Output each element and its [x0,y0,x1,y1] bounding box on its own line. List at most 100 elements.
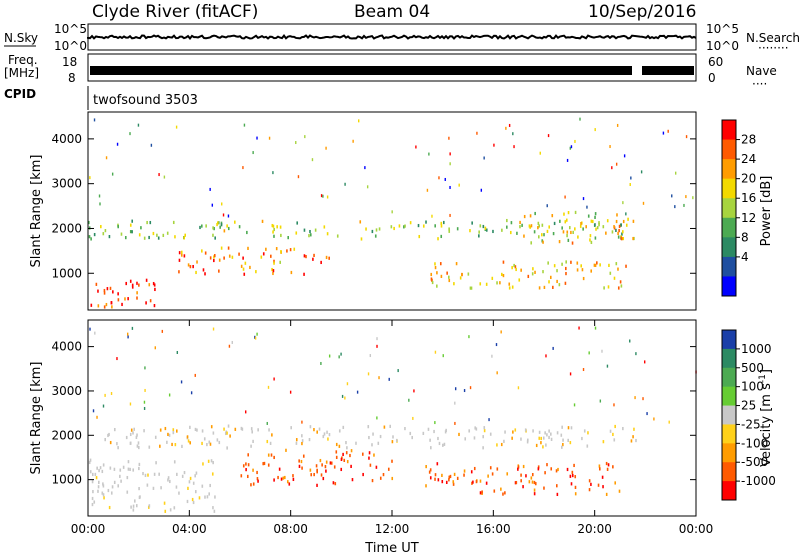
range-time-cell [683,203,685,207]
range-time-cell [508,282,511,286]
colorbar-segment [722,237,736,258]
range-time-cell [449,162,451,166]
range-time-cell [277,475,279,480]
range-time-cell [590,219,593,223]
range-time-cell [211,203,214,207]
range-time-cell [148,445,151,449]
range-time-cell [320,473,323,477]
range-time-cell [166,231,169,235]
range-time-cell [358,119,360,123]
range-time-cell [538,224,541,228]
range-time-cell [116,442,118,446]
range-time-cell [240,264,243,268]
range-time-cell [241,427,244,431]
range-time-cell [501,228,503,232]
range-time-cell [588,479,591,483]
range-time-cell [530,241,533,245]
freq-frame [87,53,697,82]
range-time-cell [593,263,596,267]
range-time-cell [180,250,183,254]
range-time-cell [444,430,447,434]
range-time-cell [456,476,459,480]
xtick-label: 00:00 [71,522,106,536]
range-time-cell [256,136,258,140]
range-time-cell [139,495,141,499]
range-time-cell [533,230,536,234]
range-time-cell [119,474,121,478]
range-time-cell [159,428,162,432]
range-time-cell [455,262,458,266]
power-scatter-cells [88,117,694,309]
range-time-cell [186,499,189,504]
range-time-cell [594,263,597,268]
range-time-cell [121,302,123,307]
range-time-cell [284,475,286,480]
range-time-cell [242,256,244,260]
range-time-cell [205,224,207,228]
range-time-cell [194,373,196,377]
range-time-cell [201,441,203,446]
range-time-cell [612,465,614,469]
range-time-cell [634,396,636,400]
range-time-cell [541,223,544,227]
range-time-cell [538,436,541,440]
range-time-cell [187,263,190,267]
cpid-value: twofsound 3503 [93,93,198,108]
range-time-cell [201,484,204,488]
range-time-cell [569,146,571,150]
range-time-cell [515,480,518,485]
velocity-y-axis: 4000 3000 2000 1000 [51,340,696,487]
range-time-cell [219,225,221,229]
range-time-cell [476,131,478,135]
range-time-cell [135,504,138,508]
range-time-cell [393,226,395,231]
range-time-cell [187,439,190,443]
range-time-cell [99,202,101,206]
range-time-cell [391,210,393,214]
range-time-cell [374,234,377,238]
range-time-cell [613,403,615,407]
range-time-cell [590,269,593,273]
range-time-cell [98,468,100,473]
range-time-cell [168,393,171,397]
range-time-cell [479,491,482,495]
range-time-cell [148,235,150,240]
range-time-cell [92,490,94,494]
range-time-cell [614,424,616,429]
range-time-cell [561,445,563,449]
range-time-cell [471,481,473,485]
range-time-cell [541,233,543,237]
range-time-cell [310,473,313,477]
range-time-cell [379,476,382,480]
nsearch-label: N.Search [746,31,800,45]
range-time-cell [256,470,258,475]
range-time-cell [520,437,522,441]
range-time-cell [382,472,385,477]
range-time-cell [478,230,480,234]
range-time-cell [470,470,473,474]
range-time-cell [611,230,614,234]
range-time-cell [226,224,228,228]
range-time-cell [430,272,433,277]
range-time-cell [305,254,307,259]
range-time-cell [265,247,267,251]
range-time-cell [272,171,274,175]
range-time-cell [252,482,255,486]
range-time-cell [508,286,511,290]
range-time-cell [560,433,563,437]
range-time-cell [436,271,438,275]
range-time-cell [565,271,567,276]
range-time-cell [632,219,635,223]
range-time-cell [286,480,289,484]
range-time-cell [273,227,275,232]
range-time-cell [301,420,303,424]
range-time-cell [96,466,98,470]
range-time-cell [203,437,206,441]
range-time-cell [437,237,439,241]
range-time-cell [496,443,498,447]
range-time-cell [91,480,94,484]
range-time-cell [429,438,431,442]
range-time-cell [542,270,544,274]
range-time-cell [479,479,482,483]
range-time-cell [349,453,351,458]
